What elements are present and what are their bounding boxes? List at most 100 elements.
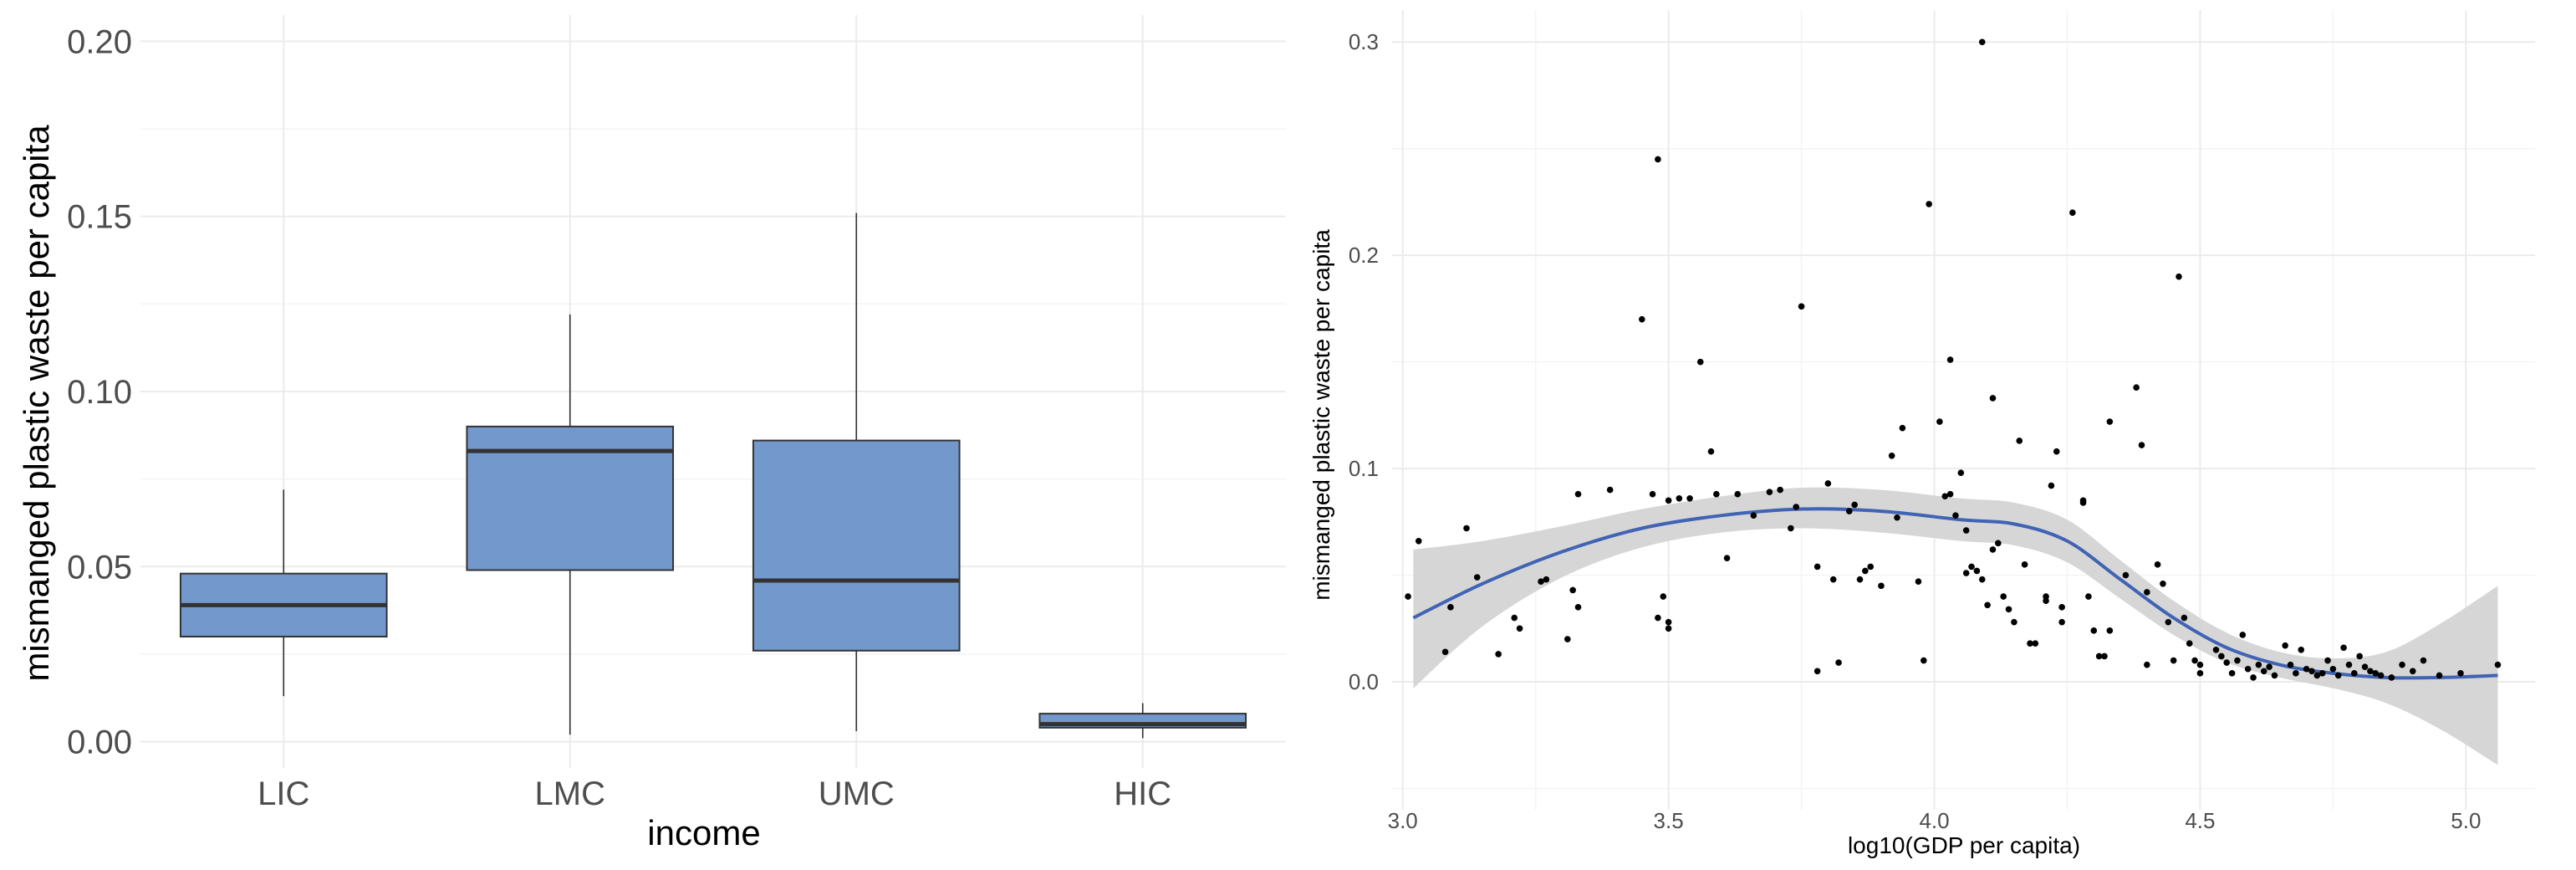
boxplot-x-tick-label: LMC xyxy=(535,775,605,812)
scatter-point xyxy=(2016,438,2023,444)
scatter-point xyxy=(2388,674,2395,681)
scatter-point xyxy=(1829,576,1837,583)
scatter-point xyxy=(1696,358,1704,366)
scatter-point xyxy=(2085,593,2092,600)
scatter-point xyxy=(2027,640,2033,647)
boxplot-panel: 0.00 0.05 0.10 0.15 0.20 LIC LMC UMC HIC income… xyxy=(17,15,1286,852)
scatter-point xyxy=(1639,315,1645,323)
scatter-point xyxy=(1441,648,1449,656)
scatter-point xyxy=(2340,644,2347,652)
scatter-point xyxy=(1649,490,1656,498)
scatter-point xyxy=(2308,668,2315,675)
scatter-point xyxy=(2138,442,2145,448)
scatter-points xyxy=(1405,38,2502,681)
scatter-point xyxy=(1574,604,1582,611)
scatter-point xyxy=(1463,525,1470,532)
scatter-point xyxy=(2282,642,2288,649)
boxplot-y-tick-label: 0.15 xyxy=(67,199,132,236)
scatter-point xyxy=(2196,670,2204,677)
scatter-y-tick-label: 0.2 xyxy=(1349,243,1379,268)
scatter-point xyxy=(2000,593,2007,600)
scatter-point xyxy=(2250,674,2257,681)
scatter-point xyxy=(1978,576,1986,583)
scatter-x-tick-label: 4.0 xyxy=(1919,808,1949,833)
scatter-point xyxy=(2032,640,2039,647)
scatter-point xyxy=(1574,490,1582,498)
scatter-point xyxy=(1766,489,1773,495)
scatter-point xyxy=(1936,418,1943,425)
scatter-point xyxy=(1921,657,1927,664)
box-iqr xyxy=(466,425,675,571)
scatter-y-tick-label: 0.1 xyxy=(1349,456,1379,481)
scatter-point xyxy=(1952,512,1959,519)
scatter-point xyxy=(1713,490,1720,498)
scatter-point xyxy=(2266,663,2272,670)
scatter-point xyxy=(1946,356,1954,363)
scatter-point xyxy=(1989,546,1997,553)
scatter-x-tick-label: 3.0 xyxy=(1388,808,1418,833)
scatter-point xyxy=(2043,597,2049,604)
boxplot-x-tick-labels: LIC LMC UMC HIC xyxy=(258,775,1171,812)
scatter-point xyxy=(2244,665,2252,673)
scatter-point xyxy=(2186,640,2193,647)
scatter-point xyxy=(2058,618,2065,626)
scatter-x-axis-title: log10(GDP per capita) xyxy=(1848,832,2080,858)
scatter-point xyxy=(1564,636,1571,642)
scatter-point xyxy=(1777,486,1783,494)
scatter-point xyxy=(2122,571,2130,579)
scatter-point xyxy=(1723,555,1731,561)
scatter-point xyxy=(1516,625,1523,632)
scatter-point xyxy=(2494,661,2502,668)
scatter-point xyxy=(1665,625,1672,632)
scatter-panel: 0.0 0.1 0.2 0.3 3.0 3.5 4.0 4.5 5.0 log10(GDP p… xyxy=(1308,10,2535,858)
scatter-point xyxy=(2234,657,2241,664)
box-lic xyxy=(179,489,388,697)
scatter-point xyxy=(2090,627,2098,634)
scatter-point xyxy=(2436,672,2443,679)
scatter-point xyxy=(1750,512,1757,519)
scatter-point xyxy=(1835,659,1842,666)
scatter-point xyxy=(1962,527,1970,534)
scatter-point xyxy=(2457,670,2464,677)
scatter-point xyxy=(1962,570,1970,576)
boxplot-y-axis-title: mismanged plastic waste per capita xyxy=(17,125,56,682)
scatter-point xyxy=(2351,670,2358,677)
scatter-point xyxy=(1511,614,1518,622)
scatter-point xyxy=(1447,604,1454,611)
scatter-point xyxy=(2271,672,2278,679)
scatter-point xyxy=(1606,486,1614,494)
boxplot-y-tick-label: 0.05 xyxy=(67,549,132,586)
scatter-point xyxy=(2053,448,2060,455)
scatter-point xyxy=(1851,501,1858,509)
scatter-x-tick-label: 3.5 xyxy=(1654,808,1684,833)
scatter-point xyxy=(2293,670,2299,677)
scatter-point xyxy=(1941,493,1949,500)
scatter-point xyxy=(2399,661,2405,668)
scatter-point xyxy=(2356,652,2363,660)
scatter-point xyxy=(1655,614,1661,622)
boxplot-grid xyxy=(140,15,1286,768)
scatter-point xyxy=(1894,514,1900,521)
scatter-point xyxy=(2106,627,2114,634)
scatter-point xyxy=(2223,659,2231,666)
scatter-point xyxy=(1538,578,1544,586)
scatter-point xyxy=(1878,582,1885,590)
scatter-point xyxy=(2133,384,2140,392)
box-iqr xyxy=(752,439,961,652)
scatter-point xyxy=(1415,537,1422,545)
scatter-point xyxy=(2334,672,2342,679)
scatter-point xyxy=(1660,593,1667,600)
scatter-point xyxy=(2409,668,2416,675)
scatter-point xyxy=(1915,578,1922,586)
scatter-x-tick-labels: 3.0 3.5 4.0 4.5 5.0 xyxy=(1388,808,2482,833)
scatter-point xyxy=(2170,657,2177,664)
boxplot-y-tick-label: 0.20 xyxy=(67,23,132,60)
scatter-point xyxy=(2005,606,2012,613)
scatter-point xyxy=(2176,273,2182,280)
scatter-point xyxy=(1798,303,1805,310)
scatter-point xyxy=(2377,672,2385,679)
scatter-point xyxy=(1856,576,1864,583)
scatter-point xyxy=(2255,661,2262,668)
boxplot-y-tick-label: 0.10 xyxy=(67,374,132,411)
